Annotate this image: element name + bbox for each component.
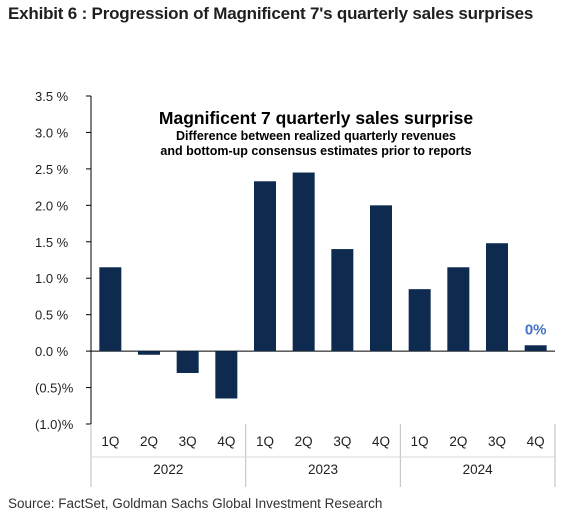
x-tick-label: 3Q — [179, 434, 197, 449]
y-tick-label: 1.5 % — [35, 235, 69, 250]
x-tick-label: 1Q — [411, 434, 429, 449]
bar — [176, 351, 199, 373]
y-tick-label: 1.0 % — [35, 271, 69, 286]
x-tick-label: 4Q — [217, 434, 235, 449]
bar-chart: 3.5 % 3.0 % 2.5 % 2.0 % 1.5 % 1.0 % 0.5 % 0.0 %… — [35, 89, 556, 487]
data-label: 0% — [525, 321, 547, 338]
y-tick-label: (1.0)% — [35, 417, 74, 432]
bar — [292, 172, 315, 352]
year-label: 2022 — [153, 462, 183, 477]
exhibit-title: Exhibit 6 : Progression of Magnificent 7… — [8, 4, 534, 23]
bar — [215, 351, 238, 399]
bar-series: 0% — [99, 172, 547, 399]
bar — [524, 345, 547, 352]
bar — [486, 243, 508, 352]
chart-subtitle-line-1: Difference between realized quarterly re… — [176, 129, 456, 143]
x-tick-label: 1Q — [256, 434, 274, 449]
bar — [408, 289, 431, 352]
x-tick-label: 4Q — [527, 434, 545, 449]
chart-title-block: Magnificent 7 quarterly sales surprise D… — [159, 108, 473, 158]
bar — [331, 249, 354, 352]
y-tick-label: (0.5)% — [35, 381, 74, 396]
bar — [99, 267, 122, 352]
source-note: Source: FactSet, Goldman Sachs Global In… — [8, 496, 383, 511]
y-tick-label: 3.0 % — [35, 125, 69, 140]
bar — [254, 181, 276, 352]
x-tick-label: 1Q — [101, 434, 119, 449]
y-tick-label: 2.5 % — [35, 162, 69, 177]
bar — [138, 351, 160, 355]
x-axis: 1Q 2Q 3Q 4Q 1Q 2Q 3Q 4Q 1Q 2Q 3Q 4Q 2022 2023 2024 — [90, 424, 556, 487]
y-tick-label: 2.0 % — [35, 198, 69, 213]
y-tick-label: 0.5 % — [35, 308, 69, 323]
y-tick-label: 0.0 % — [35, 344, 69, 359]
bar — [370, 205, 392, 352]
y-tick-label: 3.5 % — [35, 89, 69, 104]
chart-subtitle-line-2: and bottom-up consensus estimates prior … — [160, 144, 471, 158]
year-label: 2023 — [308, 462, 338, 477]
x-tick-label: 2Q — [295, 434, 313, 449]
x-tick-label: 2Q — [449, 434, 467, 449]
year-label: 2024 — [463, 462, 494, 477]
x-tick-label: 2Q — [140, 434, 158, 449]
chart-title: Magnificent 7 quarterly sales surprise — [159, 108, 473, 128]
x-tick-label: 3Q — [488, 434, 506, 449]
bar — [447, 267, 470, 352]
x-tick-label: 4Q — [372, 434, 390, 449]
y-axis: 3.5 % 3.0 % 2.5 % 2.0 % 1.5 % 1.0 % 0.5 % 0.0 %… — [35, 89, 555, 432]
x-tick-label: 3Q — [333, 434, 351, 449]
